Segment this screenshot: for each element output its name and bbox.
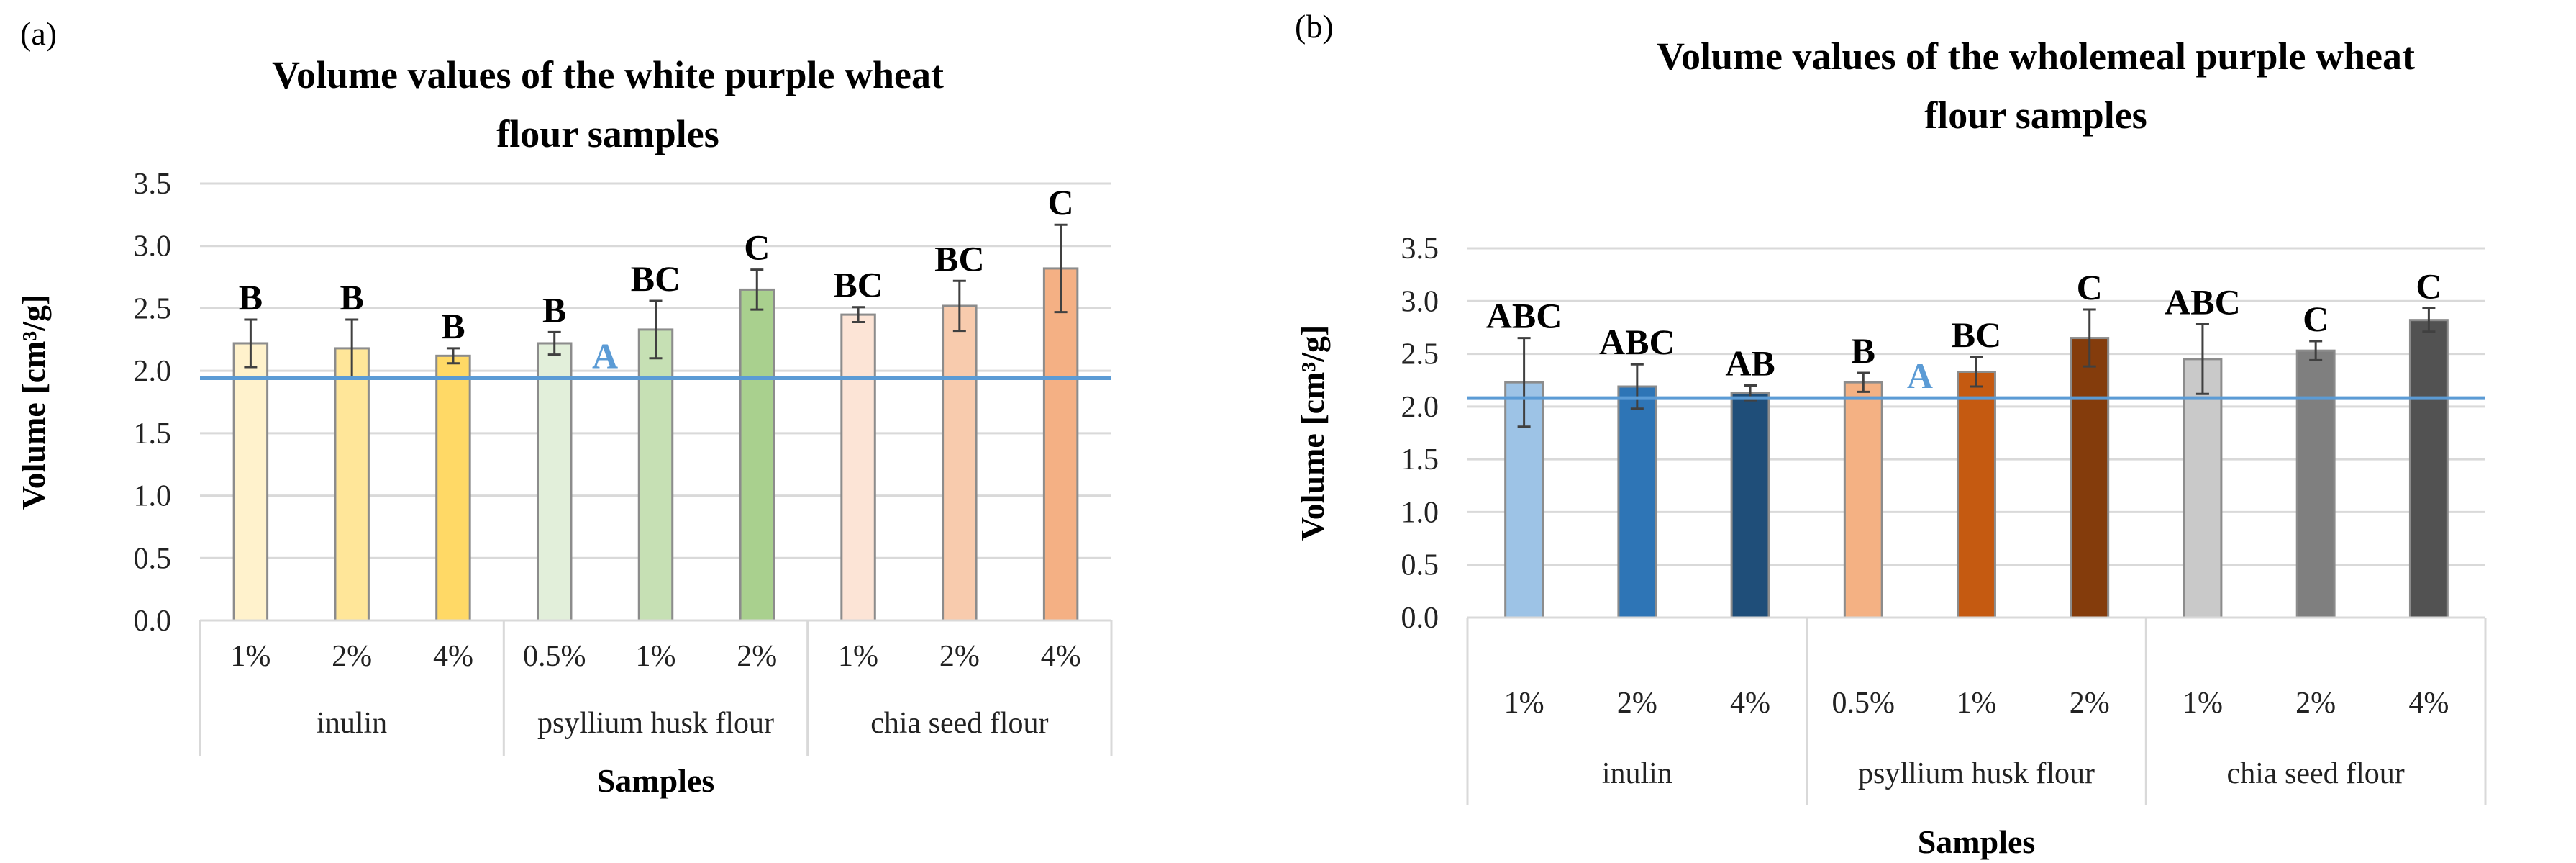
y-tick-label: 3.0 <box>134 230 172 263</box>
y-axis-title: Volume [cm³/g] <box>1294 325 1331 541</box>
x-tick-label: 2% <box>939 640 980 673</box>
significance-label: C <box>1048 182 1074 222</box>
y-tick-label: 0.0 <box>134 605 172 638</box>
x-tick-label: 1% <box>2183 687 2223 720</box>
significance-label: B <box>441 306 465 346</box>
bar <box>536 342 573 622</box>
significance-label: B <box>1852 330 1875 371</box>
y-tick-label: 2.0 <box>134 355 172 388</box>
x-tick-label: 1% <box>838 640 878 673</box>
y-tick-label: 1.0 <box>134 480 172 513</box>
panel-label: (b) <box>1295 8 1334 45</box>
x-tick-label: 0.5% <box>1832 687 1895 720</box>
significance-label: ABC <box>1599 322 1675 362</box>
group-label: inulin <box>1602 757 1672 790</box>
significance-label: C <box>2416 266 2441 307</box>
significance-label: ABC <box>2165 282 2241 322</box>
bar <box>2295 349 2336 619</box>
significance-label: BC <box>833 265 883 305</box>
y-tick-label: 1.0 <box>1401 496 1439 529</box>
chart-title-line: flour samples <box>1924 94 2147 137</box>
x-tick-label: 2% <box>2070 687 2110 720</box>
y-tick-label: 2.5 <box>1401 338 1439 371</box>
chart-title-line: Volume values of the white purple wheat <box>272 53 944 96</box>
y-tick-label: 1.5 <box>1401 443 1439 476</box>
significance-label: C <box>2077 267 2103 307</box>
x-tick-label: 4% <box>2408 687 2449 720</box>
significance-label: B <box>239 277 263 317</box>
group-label: psyllium husk flour <box>1858 757 2095 790</box>
y-tick-label: 2.5 <box>134 292 172 325</box>
x-tick-label: 2% <box>2295 687 2336 720</box>
significance-label: C <box>744 227 770 268</box>
significance-label: BC <box>934 238 984 279</box>
chart-title-line: flour samples <box>496 112 719 155</box>
x-tick-label: 0.5% <box>523 640 586 673</box>
bar <box>1730 392 1770 619</box>
chart-a: (a) Volume values of the white purple whe… <box>15 15 1113 799</box>
y-tick-label: 3.5 <box>1401 232 1439 266</box>
group-label: chia seed flour <box>2227 757 2405 790</box>
significance-label: AB <box>1725 343 1775 384</box>
x-axis-title: Samples <box>597 762 715 799</box>
bar <box>334 347 370 622</box>
bar <box>1617 385 1657 619</box>
bar <box>1504 381 1544 619</box>
x-tick-label: 4% <box>1041 640 1081 673</box>
significance-label: B <box>542 289 566 330</box>
significance-label: BC <box>631 258 681 299</box>
y-tick-label: 0.5 <box>134 542 172 575</box>
x-axis-title: Samples <box>1918 823 2036 860</box>
group-label: inulin <box>317 707 387 740</box>
y-tick-label: 0.0 <box>1401 602 1439 635</box>
bar <box>637 328 674 622</box>
y-tick-label: 3.0 <box>1401 285 1439 318</box>
bar <box>1042 267 1079 622</box>
x-tick-label: 1% <box>230 640 270 673</box>
bar <box>1957 370 1996 619</box>
x-tick-label: 1% <box>1957 687 1997 720</box>
y-axis-title: Volume [cm³/g] <box>15 294 52 510</box>
panel-label: (a) <box>20 15 57 52</box>
group-label: psyllium husk flour <box>537 707 774 740</box>
x-tick-label: 2% <box>332 640 372 673</box>
group-label: chia seed flour <box>870 707 1048 740</box>
bar <box>232 342 269 622</box>
x-tick-label: 2% <box>737 640 777 673</box>
chart-b: (b) Volume values of the wholemeal purple… <box>1294 8 2487 860</box>
bar <box>2183 358 2223 619</box>
bar <box>739 288 775 622</box>
x-tick-label: 1% <box>1504 687 1544 720</box>
bar <box>435 354 471 622</box>
reference-label: A <box>1907 356 1933 396</box>
bar <box>2408 319 2449 619</box>
x-tick-label: 1% <box>636 640 676 673</box>
y-tick-label: 0.5 <box>1401 549 1439 582</box>
significance-label: BC <box>1952 315 2001 355</box>
chart-title-line: Volume values of the wholemeal purple wh… <box>1657 35 2415 78</box>
reference-label: A <box>592 336 618 376</box>
significance-label: B <box>340 277 363 317</box>
bar <box>1843 381 1883 619</box>
x-tick-label: 2% <box>1617 687 1657 720</box>
x-tick-label: 4% <box>433 640 473 673</box>
bar <box>2070 337 2110 619</box>
y-tick-label: 2.0 <box>1401 391 1439 424</box>
bar <box>942 304 978 622</box>
significance-label: ABC <box>1486 296 1562 336</box>
bar <box>840 313 876 622</box>
y-tick-label: 3.5 <box>134 168 172 201</box>
x-tick-label: 4% <box>1730 687 1770 720</box>
y-tick-label: 1.5 <box>134 417 172 451</box>
significance-label: C <box>2303 299 2329 339</box>
